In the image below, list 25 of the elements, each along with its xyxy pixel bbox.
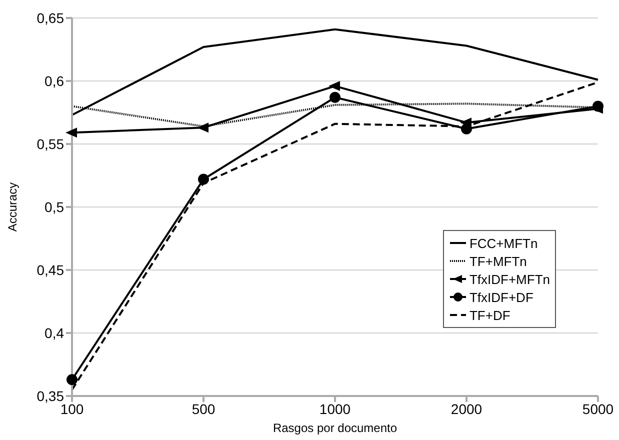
y-tick-label: 0,4 xyxy=(44,324,64,341)
x-tick-label: 1000 xyxy=(319,400,351,417)
point xyxy=(330,92,340,103)
point xyxy=(198,174,209,185)
x-tick-label: 5000 xyxy=(582,400,614,417)
y-tick-label: 0,45 xyxy=(36,262,64,278)
point xyxy=(66,374,78,386)
x-axis-title: Rasgos por documento xyxy=(272,421,398,435)
point xyxy=(460,118,472,128)
point xyxy=(328,81,340,92)
legend-label: TfxIDF+MFTn xyxy=(469,272,550,286)
y-tick-label: 0,55 xyxy=(36,136,64,152)
y-tick-label: 0,6 xyxy=(44,72,64,89)
y-axis-title: Accuracy xyxy=(5,182,20,232)
point xyxy=(592,104,603,114)
legend-label: TfxIDF+DF xyxy=(469,290,534,304)
point xyxy=(66,128,77,138)
x-tick-label: 500 xyxy=(192,400,216,417)
legend-label: TF+MFTn xyxy=(469,254,527,268)
legend-label: TF+DF xyxy=(469,308,510,322)
legend-label: FCC+MFTn xyxy=(469,236,538,250)
y-tick-label: 0,65 xyxy=(36,10,64,26)
point xyxy=(197,122,208,133)
x-tick-label: 2000 xyxy=(450,400,482,417)
y-tick-label: 0,5 xyxy=(44,198,64,215)
